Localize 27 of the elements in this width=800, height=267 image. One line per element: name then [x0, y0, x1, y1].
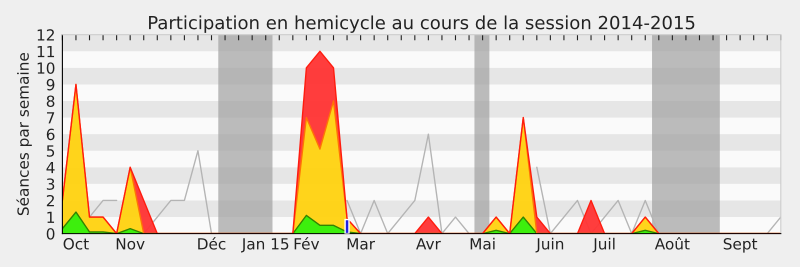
x-tick-label: Sept: [724, 238, 758, 253]
y-tick-label: 8: [46, 95, 54, 108]
y-tick-label: 0: [46, 228, 54, 240]
chart-title: Participation en hemicycle au cours de la session 2014-2015: [149, 15, 694, 33]
y-tick-label: 10: [38, 62, 54, 74]
x-tick-label: Juil: [592, 238, 614, 252]
x-tick-label: Mai: [470, 238, 495, 250]
x-tick-label: Oct: [64, 238, 89, 250]
y-tick-label: 11: [38, 46, 54, 58]
x-tick-label: Déc: [198, 237, 226, 250]
x-tick-label: Juin: [536, 238, 564, 252]
y-tick-label: 4: [46, 162, 55, 174]
y-tick-label: 6: [46, 128, 54, 140]
x-tick-label: Avr: [416, 238, 441, 250]
y-tick-label: 12: [38, 29, 54, 41]
x-tick-label: Jan 15: [241, 238, 288, 252]
y-tick-label: 1: [47, 212, 54, 223]
y-axis-title: Séances par semaine: [16, 53, 32, 216]
x-tick-label: Août: [654, 237, 690, 250]
y-tick-label: 7: [46, 112, 54, 124]
y-tick-label: 3: [46, 178, 54, 190]
x-tick-label: Nov: [116, 238, 145, 250]
y-tick-label: 9: [46, 78, 54, 90]
x-tick-label: Fév: [294, 237, 320, 250]
x-tick-label: Mar: [348, 238, 376, 250]
y-tick-label: 5: [46, 145, 54, 157]
y-tick-label: 2: [46, 194, 54, 206]
